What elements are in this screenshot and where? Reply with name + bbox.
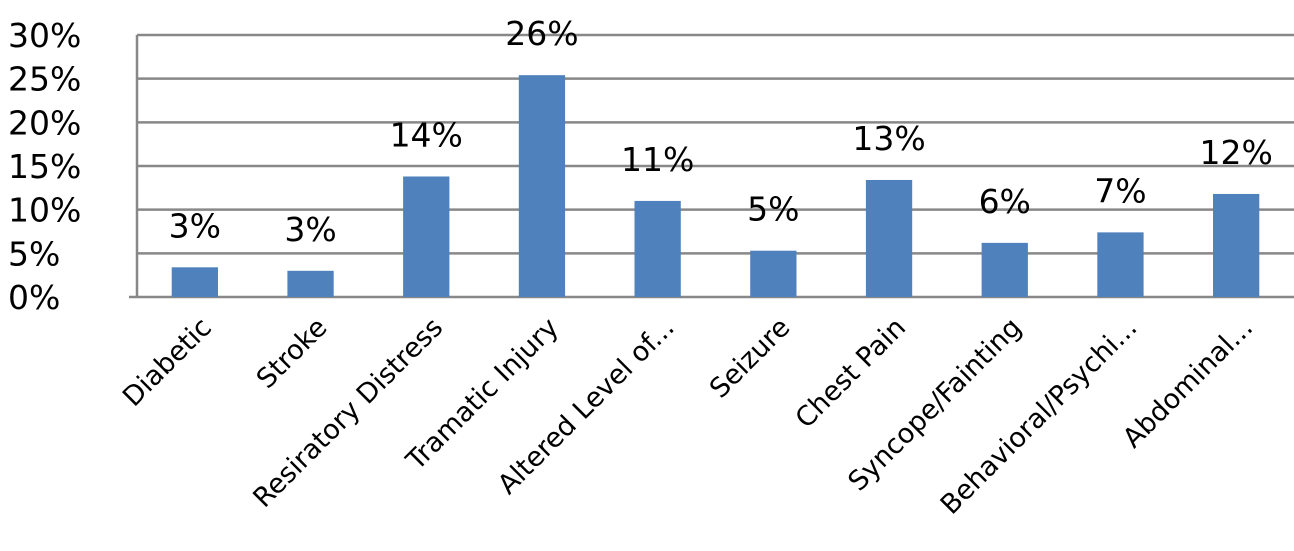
- y-tick-label: 5%: [8, 234, 60, 273]
- data-label: 12%: [1199, 133, 1272, 172]
- x-tick-label: Resiratory Distress: [247, 312, 449, 514]
- y-tick-label: 0%: [8, 278, 60, 317]
- data-label: 13%: [852, 119, 925, 158]
- bar: [1213, 193, 1260, 297]
- x-tick-label: Behavioral/Psychi...: [935, 312, 1144, 521]
- y-axis-ticks: 0% 5% 10% 15% 20% 25% 30%: [8, 16, 81, 317]
- bar: [403, 176, 450, 297]
- data-label: 26%: [505, 14, 578, 53]
- bar: [634, 200, 681, 297]
- bar: [1097, 232, 1144, 297]
- y-tick-label: 30%: [8, 16, 81, 55]
- bar: [865, 179, 913, 297]
- bar: [981, 242, 1028, 297]
- bars: [171, 75, 1260, 297]
- data-label: 14%: [390, 115, 463, 154]
- y-tick-label: 20%: [8, 103, 81, 142]
- bar: [287, 270, 334, 297]
- data-label: 11%: [621, 140, 694, 179]
- data-label: 6%: [979, 182, 1031, 221]
- data-label: 7%: [1094, 171, 1146, 210]
- data-label: 5%: [747, 190, 799, 229]
- y-tick-label: 25%: [8, 60, 81, 99]
- x-tick-label: Chest Pain: [790, 312, 912, 434]
- x-tick-label: Diabetic: [117, 312, 218, 413]
- data-label: 3%: [284, 210, 336, 249]
- data-label: 3%: [169, 206, 221, 245]
- bar: [171, 267, 218, 297]
- bar: [518, 75, 566, 297]
- x-tick-label: Stroke: [251, 312, 334, 395]
- bar: [750, 250, 797, 297]
- data-labels: 3% 3% 14% 26% 11% 5% 13% 6% 7% 12%: [169, 14, 1273, 249]
- y-tick-label: 15%: [8, 147, 81, 186]
- y-tick-label: 10%: [8, 191, 81, 230]
- x-tick-label: Seizure: [704, 312, 796, 404]
